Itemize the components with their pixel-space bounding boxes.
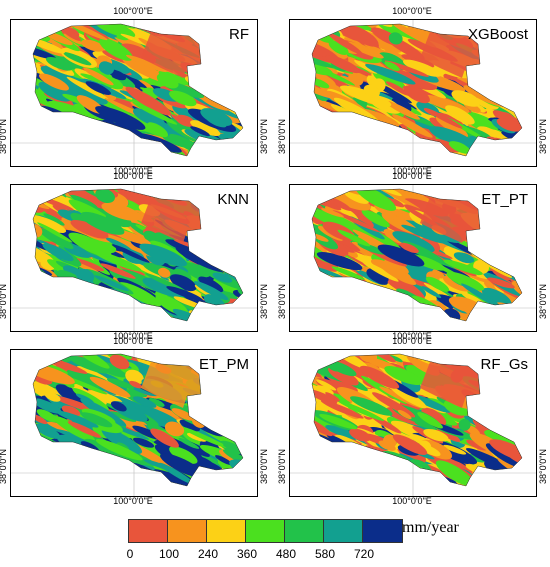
legend-swatch-3 [246,520,285,542]
map-panel-et-pt: ET_PT [289,184,537,332]
panel-title: ET_PT [481,191,528,208]
lon-label-top: 100°0'0"E [392,171,432,181]
panel-title: ET_PM [198,356,249,373]
legend-tick: 360 [236,547,258,561]
lon-label-bottom: 100°0'0"E [392,166,432,176]
legend-tick: 100 [158,547,180,561]
et-map [11,20,257,166]
legend-swatch-2 [207,520,246,542]
lat-label-left: 38°0'0"N [277,119,287,155]
map-panel-rf-gs: RF_Gs [289,349,537,497]
legend-swatch-6 [363,520,402,542]
panel-title: KNN [217,191,249,208]
region-outline [32,23,244,157]
panel-title: RF_Gs [480,356,528,373]
legend-tick: 720 [353,547,375,561]
lat-label-right: 38°0'0"N [538,449,548,485]
lat-label-left: 38°0'0"N [0,284,8,320]
lon-label-bottom: 100°0'0"E [392,331,432,341]
et-map [11,350,257,496]
lon-label-top: 100°0'0"E [113,171,153,181]
region-outline [311,188,523,322]
et-map [290,350,536,496]
region-outline [311,353,523,487]
legend-tick: 480 [275,547,297,561]
lat-label-right: 38°0'0"N [259,449,269,485]
lon-label-top: 100°0'0"E [113,336,153,346]
lat-label-left: 38°0'0"N [0,449,8,485]
lat-label-left: 38°0'0"N [277,449,287,485]
et-map [290,185,536,331]
lon-label-top: 100°0'0"E [113,6,153,16]
legend-tick: 240 [197,547,219,561]
lat-label-right: 38°0'0"N [259,284,269,320]
et-map [11,185,257,331]
region-outline [32,353,244,487]
map-panel-rf: RF [10,19,258,167]
region-outline [32,188,244,322]
map-panel-xgboost: XGBoost [289,19,537,167]
legend-unit: mm/year [402,519,459,536]
lon-label-bottom: 100°0'0"E [113,331,153,341]
lat-label-right: 38°0'0"N [538,119,548,155]
legend-tick: 0 [126,547,134,561]
lat-label-right: 38°0'0"N [538,284,548,320]
panel-title: XGBoost [467,26,528,43]
lon-label-bottom: 100°0'0"E [392,496,432,506]
legend-swatch-0 [129,520,168,542]
legend-swatch-4 [285,520,324,542]
lat-label-left: 38°0'0"N [277,284,287,320]
color-legend [128,519,403,543]
legend-swatch-5 [324,520,363,542]
lon-label-top: 100°0'0"E [392,6,432,16]
lon-label-bottom: 100°0'0"E [113,496,153,506]
lon-label-bottom: 100°0'0"E [113,166,153,176]
panel-title: RF [229,26,249,43]
lat-label-left: 38°0'0"N [0,119,8,155]
lon-label-top: 100°0'0"E [392,336,432,346]
legend-tick: 580 [314,547,336,561]
map-panel-et-pm: ET_PM [10,349,258,497]
lat-label-right: 38°0'0"N [259,119,269,155]
region-outline [311,23,523,157]
map-panel-knn: KNN [10,184,258,332]
legend-swatch-1 [168,520,207,542]
et-map [290,20,536,166]
